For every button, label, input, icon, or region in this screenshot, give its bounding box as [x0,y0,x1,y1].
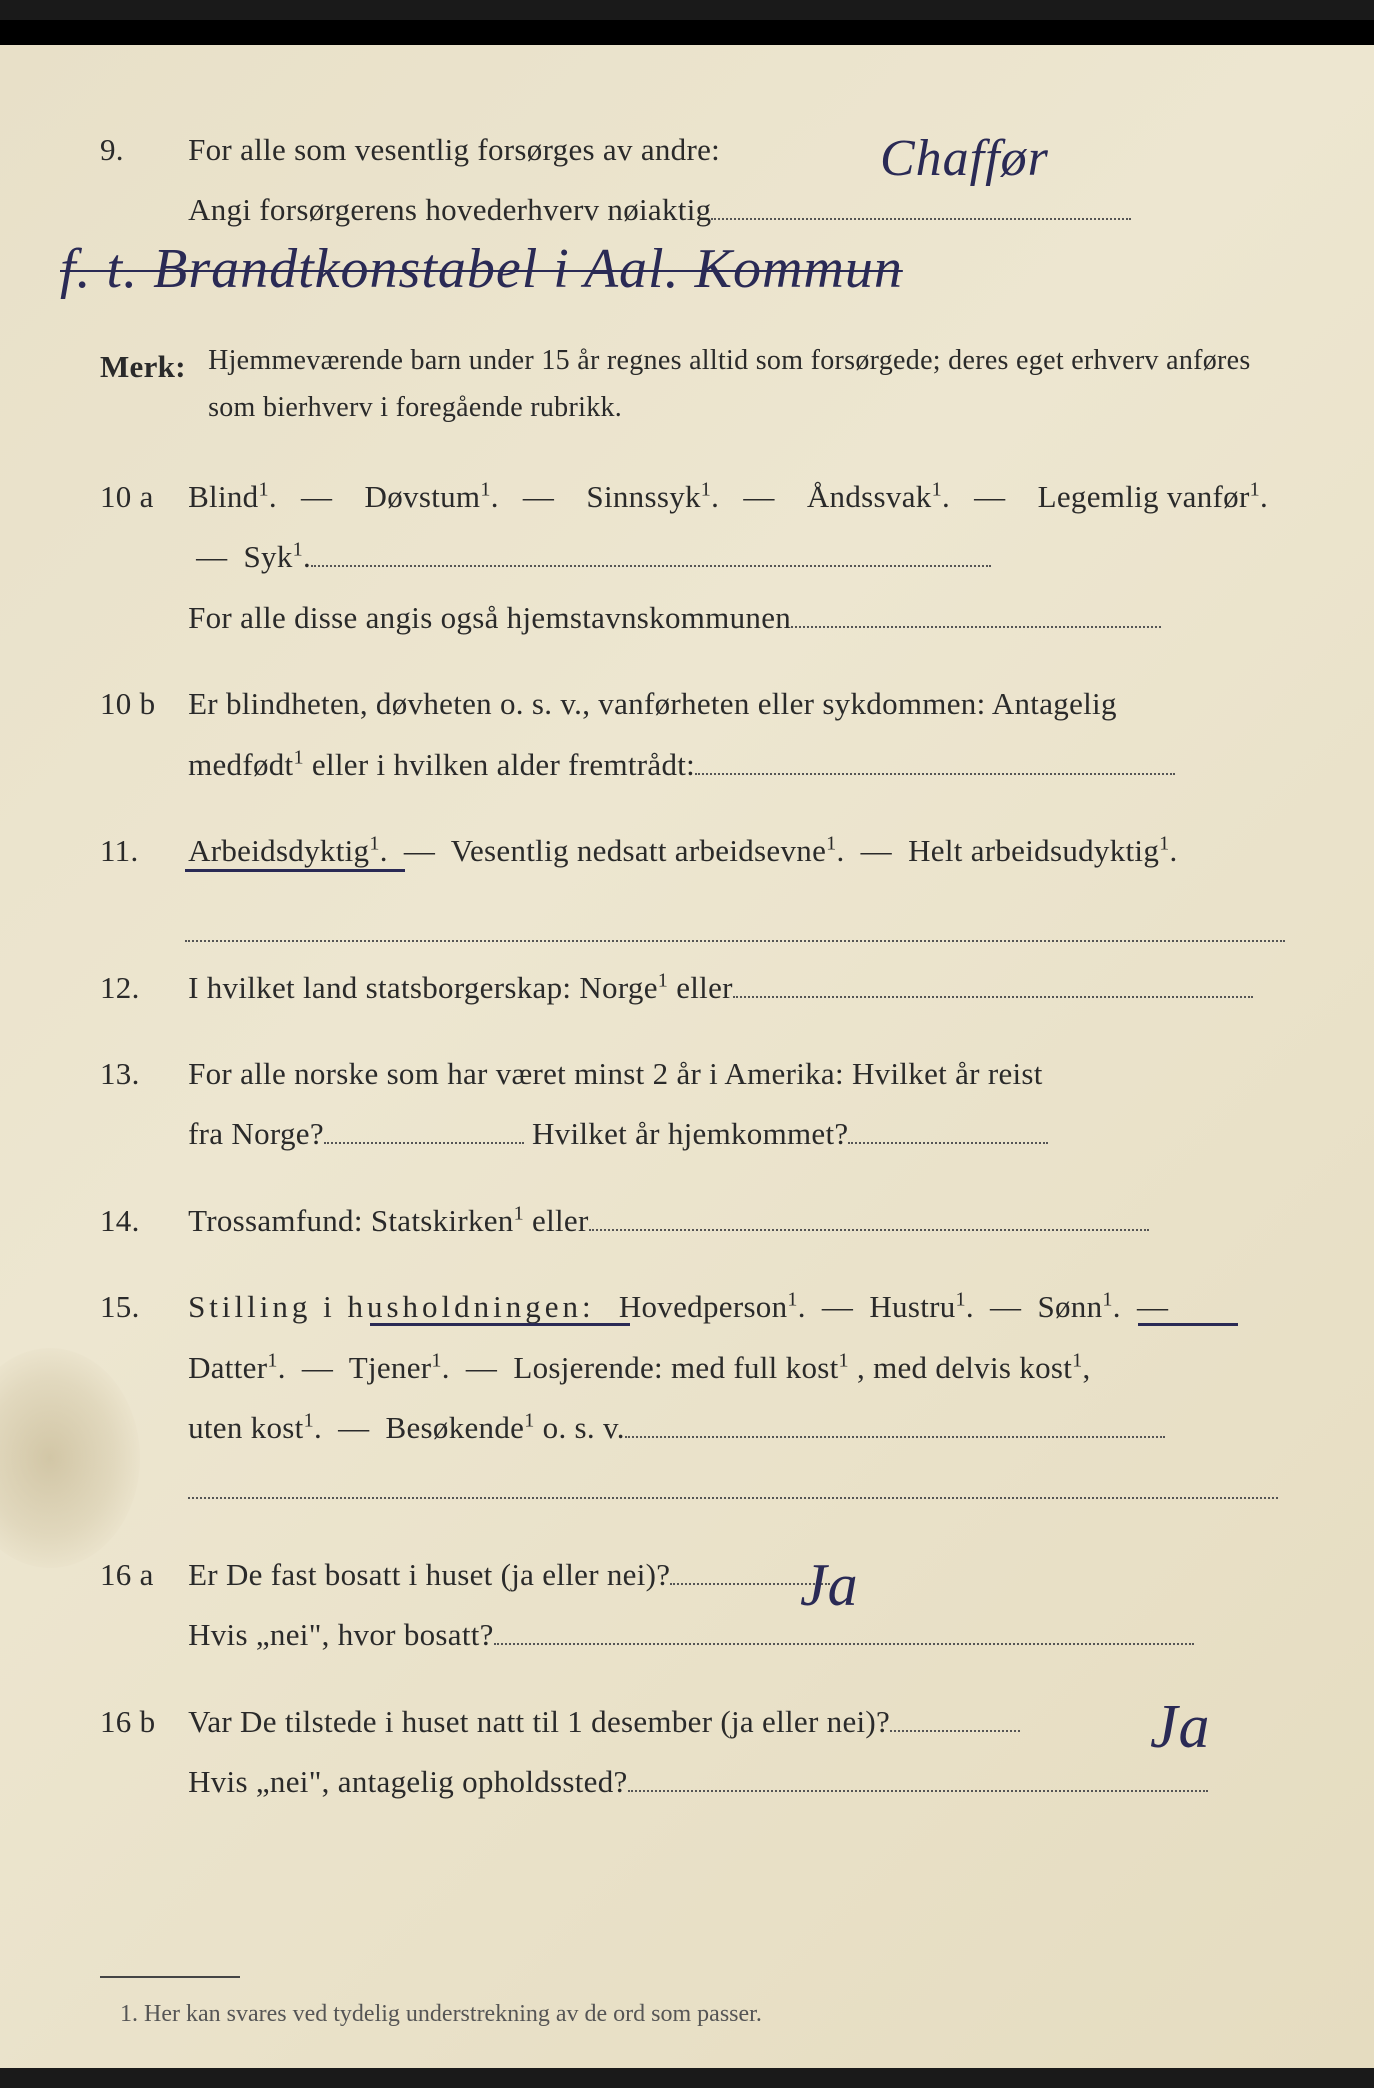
q16a-body: Er De fast bosatt i huset (ja eller nei)… [188,1545,1282,1666]
question-11: 11. Arbeidsdyktig1. — Vesentlig nedsatt … [100,821,1284,881]
q15-delvis: , med delvis kost [857,1350,1072,1385]
q11-body: Arbeidsdyktig1. — Vesentlig nedsatt arbe… [188,821,1282,881]
q15-sonn: Sønn [1037,1289,1102,1324]
question-16b: 16 b Var De tilstede i huset natt til 1 … [100,1692,1284,1813]
footnote-rule [100,1976,240,1978]
q11-opt-udyktig: Helt arbeidsudyktig [908,833,1159,868]
q13-line2b: Hvilket år hjemkommet? [532,1116,849,1151]
q10a-opt-dovstum: Døvstum [365,479,481,514]
q16b-number: 16 b [100,1692,180,1752]
q10b-number: 10 b [100,674,180,734]
q12-text-a: I hvilket land statsborgerskap: Norge [188,970,658,1005]
question-14: 14. Trossamfund: Statskirken1 eller [100,1191,1284,1251]
q10a-opt-syk: Syk [244,539,293,574]
q10a-opt-vanfor: Legemlig vanfør [1038,479,1250,514]
merk-text: Hjemmeværende barn under 15 år regnes al… [208,337,1282,432]
q16a-number: 16 a [100,1545,180,1605]
q15-osv: o. s. v. [543,1410,625,1445]
q10a-line2: For alle disse angis også hjemstavnskomm… [188,600,791,635]
q12-text-b: eller [676,970,733,1005]
question-10b: 10 b Er blindheten, døvheten o. s. v., v… [100,674,1284,795]
q13-line1: For alle norske som har været minst 2 år… [188,1056,1043,1091]
q10a-body: Blind1. — Døvstum1. — Sinnssyk1. — Åndss… [188,467,1282,648]
q14-number: 14. [100,1191,180,1251]
q9-line1: For alle som vesentlig forsørges av andr… [188,132,720,167]
q15-body: Stilling i husholdningen: Hovedperson1. … [188,1277,1282,1519]
q12-number: 12. [100,958,180,1018]
q15-hustru: Hustru [869,1289,955,1324]
q10a-number: 10 a [100,467,180,527]
q14-text-a: Trossamfund: Statskirken [188,1203,514,1238]
q13-number: 13. [100,1044,180,1104]
q15-datter: Datter [188,1350,267,1385]
q16a-answer: Ja [800,1527,859,1644]
q15-hushold-underline [370,1323,630,1326]
q11-number: 11. [100,821,180,881]
q9-number: 9. [100,120,180,180]
q14-body: Trossamfund: Statskirken1 eller [188,1191,1282,1251]
question-12: 12. I hvilket land statsborgerskap: Norg… [100,958,1284,1018]
q13-line2a: fra Norge? [188,1116,324,1151]
q11-opt-nedsatt: Vesentlig nedsatt arbeidsevne [451,833,826,868]
merk-label: Merk: [100,337,200,397]
q9-handwritten-line: f. t. Brandtkonstabel i Aal. Kommun [60,215,903,324]
q15-sonn-underline [1138,1323,1238,1326]
q13-body: For alle norske som har været minst 2 år… [188,1044,1282,1165]
question-13: 13. For alle norske som har været minst … [100,1044,1284,1165]
q16a-line1: Er De fast bosatt i huset (ja eller nei)… [188,1557,670,1592]
q10b-body: Er blindheten, døvheten o. s. v., vanfør… [188,674,1282,795]
footnote: 1. Her kan svares ved tydelig understrek… [120,2001,762,2028]
q9-handwritten-top: Chaffør [880,108,1049,209]
q16b-body: Var De tilstede i huset natt til 1 desem… [188,1692,1282,1813]
merk-note: Merk: Hjemmeværende barn under 15 år reg… [100,337,1284,437]
q16b-answer: Ja [1150,1667,1211,1788]
q15-number: 15. [100,1277,180,1337]
question-16a: 16 a Er De fast bosatt i huset (ja eller… [100,1545,1284,1666]
q12-body: I hvilket land statsborgerskap: Norge1 e… [188,958,1282,1018]
question-15: 15. Stilling i husholdningen: Hovedperso… [100,1277,1284,1519]
q15-tjener: Tjener [349,1350,432,1385]
q14-text-b: eller [532,1203,589,1238]
q10a-opt-blind: Blind [188,479,258,514]
q10b-line2b: eller i hvilken alder fremtrådt: [312,747,695,782]
q15-besokende: Besøkende [386,1410,525,1445]
question-9: 9. For alle som vesentlig forsørges av a… [100,120,1284,241]
q15-hovedperson: Hovedperson [619,1289,788,1324]
q15-lead: Stilling i husholdningen: [188,1289,595,1324]
q15-utenkost: uten kost [188,1410,304,1445]
q16a-line2: Hvis „nei", hvor bosatt? [188,1617,494,1652]
q15-losjerende: Losjerende: med full kost [513,1350,838,1385]
document-page: 9. For alle som vesentlig forsørges av a… [0,20,1374,2068]
q16b-line1: Var De tilstede i huset natt til 1 desem… [188,1704,890,1739]
q16b-line2: Hvis „nei", antagelig opholdssted? [188,1764,628,1799]
q11-underline [185,869,405,872]
q10a-opt-andssvak: Åndssvak [807,479,932,514]
question-10a: 10 a Blind1. — Døvstum1. — Sinnssyk1. — … [100,467,1284,648]
q10b-medfodt: medfødt [188,747,293,782]
q10b-line1: Er blindheten, døvheten o. s. v., vanfør… [188,686,1117,721]
q11-opt-arbeidsdyktig: Arbeidsdyktig [188,833,369,868]
q10a-opt-sinnssyk: Sinnssyk [586,479,700,514]
